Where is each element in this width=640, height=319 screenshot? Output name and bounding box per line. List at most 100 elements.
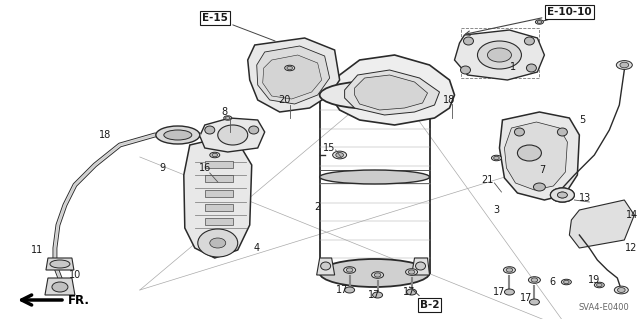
Ellipse shape [461,66,470,74]
Polygon shape [200,118,265,152]
Text: B-2: B-2 [410,287,439,310]
Ellipse shape [477,41,522,69]
Ellipse shape [198,229,237,257]
Text: 12: 12 [625,243,637,253]
Text: 8: 8 [221,107,228,117]
Ellipse shape [321,262,331,270]
Bar [205,204,233,211]
Text: E-15: E-15 [202,13,275,41]
Ellipse shape [285,65,294,71]
Polygon shape [454,30,545,80]
Ellipse shape [504,267,515,273]
Ellipse shape [550,188,574,202]
Ellipse shape [515,128,524,136]
Ellipse shape [557,128,568,136]
Text: 10: 10 [68,270,81,280]
Ellipse shape [319,81,429,109]
Ellipse shape [618,287,625,293]
Ellipse shape [372,292,383,298]
Ellipse shape [564,280,569,284]
Text: 17: 17 [369,290,381,300]
Text: 4: 4 [253,243,260,253]
Ellipse shape [287,66,292,70]
Ellipse shape [50,260,70,268]
Bar [205,189,233,197]
Ellipse shape [488,48,511,62]
Ellipse shape [463,37,474,45]
Ellipse shape [319,259,429,287]
Ellipse shape [493,156,499,160]
Ellipse shape [537,21,541,23]
Polygon shape [184,138,252,258]
Ellipse shape [344,287,355,293]
Ellipse shape [406,269,417,275]
Ellipse shape [529,277,540,283]
Polygon shape [45,278,75,295]
Ellipse shape [210,238,226,248]
Ellipse shape [596,283,602,287]
Text: 13: 13 [579,193,591,203]
Ellipse shape [561,279,572,285]
Ellipse shape [205,126,215,134]
Text: 14: 14 [626,210,639,220]
Text: SVA4-E0400: SVA4-E0400 [579,303,629,312]
Polygon shape [570,200,634,248]
Ellipse shape [225,117,230,119]
Ellipse shape [156,126,200,144]
Ellipse shape [210,152,220,158]
Text: 17: 17 [493,287,506,297]
Polygon shape [46,258,74,270]
Text: 21: 21 [481,175,493,185]
Text: 9: 9 [160,163,166,173]
Ellipse shape [533,183,545,191]
Text: 17: 17 [337,285,349,295]
Ellipse shape [614,286,628,294]
Text: 15: 15 [323,143,336,153]
Ellipse shape [164,130,192,140]
Ellipse shape [52,282,68,292]
Polygon shape [317,258,335,275]
Ellipse shape [249,126,259,134]
Ellipse shape [374,273,381,277]
Ellipse shape [557,192,568,198]
Bar [205,218,233,225]
Ellipse shape [406,289,417,295]
Ellipse shape [344,267,356,273]
Text: 6: 6 [549,277,556,287]
Text: 1: 1 [510,62,516,72]
Ellipse shape [536,20,543,24]
Bar [205,175,233,182]
Text: 7: 7 [540,165,545,175]
Text: 17: 17 [403,287,416,297]
Ellipse shape [224,116,232,120]
Text: 5: 5 [579,115,586,125]
Ellipse shape [212,153,218,157]
Polygon shape [248,38,340,112]
Ellipse shape [504,289,515,295]
Ellipse shape [616,61,632,70]
Ellipse shape [524,37,534,45]
Text: 17: 17 [520,293,532,303]
Text: 16: 16 [198,163,211,173]
Ellipse shape [218,125,248,145]
Ellipse shape [372,272,383,278]
Ellipse shape [492,155,502,161]
Text: 19: 19 [588,275,600,285]
Ellipse shape [333,151,347,159]
Ellipse shape [550,188,574,202]
Text: 18: 18 [99,130,111,140]
Polygon shape [504,122,568,190]
Ellipse shape [529,299,540,305]
Polygon shape [499,112,579,200]
Ellipse shape [319,170,429,184]
Text: 11: 11 [31,245,43,255]
Ellipse shape [346,268,353,272]
Text: E-10-10: E-10-10 [465,7,592,35]
Polygon shape [262,55,322,99]
Text: FR.: FR. [68,293,90,307]
Polygon shape [257,46,330,104]
Bar [205,161,233,168]
Ellipse shape [527,64,536,72]
Text: 2: 2 [314,202,321,212]
Polygon shape [344,70,440,115]
